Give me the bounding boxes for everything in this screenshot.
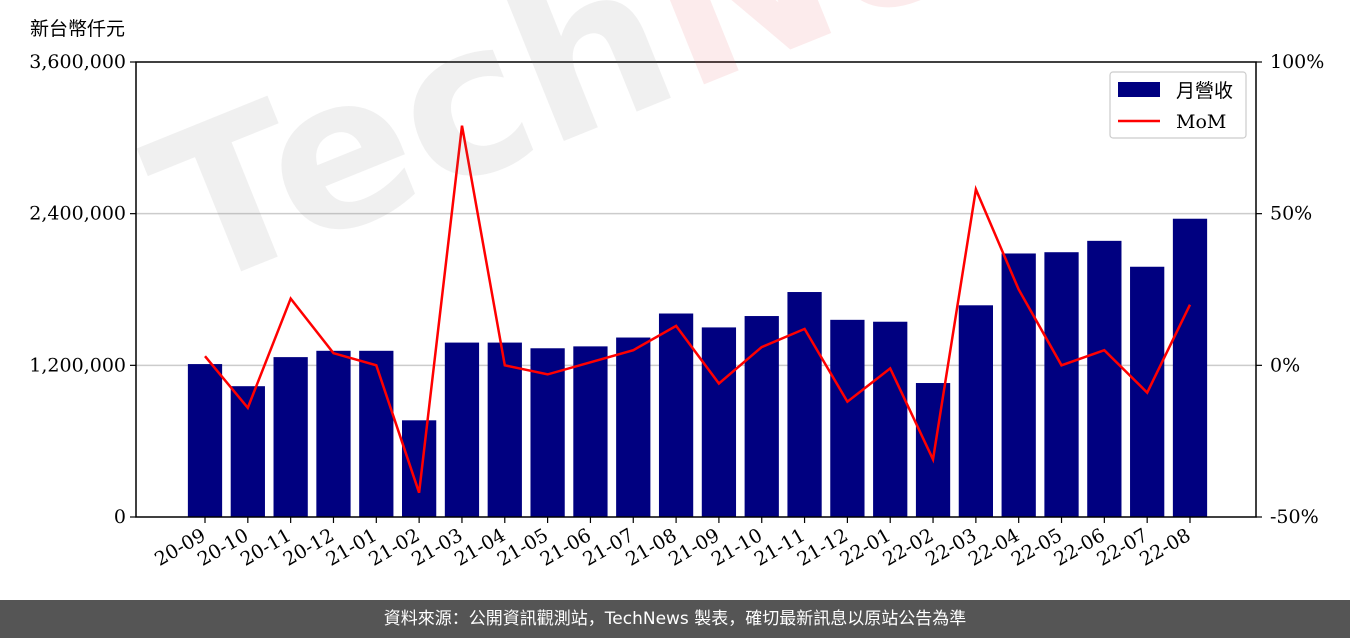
chart-svg: 0 1,200,000 2,400,000 3,600,000 -50% 0% 50% 100… [29, 51, 1324, 571]
y-tick-label-right: 0% [1270, 354, 1300, 376]
bar [1172, 218, 1208, 517]
y-tick-label-left: 2,400,000 [29, 203, 126, 225]
series-line-mom [204, 125, 1192, 494]
bar [701, 327, 737, 517]
bar [873, 321, 908, 517]
plot-frame [135, 61, 1257, 518]
bar [487, 342, 522, 517]
legend-label-line: MoM [1176, 111, 1226, 133]
y-tick-label-left: 1,200,000 [29, 354, 126, 376]
chart: 0 1,200,000 2,400,000 3,600,000 -50% 0% 50% 100… [29, 51, 1324, 571]
bar [402, 420, 437, 517]
legend-swatch-bar [1118, 82, 1160, 97]
y-axis-unit-label: 新台幣仟元 [30, 18, 126, 40]
bar [573, 346, 608, 517]
bar [187, 364, 223, 517]
bar [444, 342, 480, 517]
bar [915, 383, 951, 517]
bar [359, 350, 394, 517]
bar [530, 348, 565, 517]
y-tick-label-right: -50% [1270, 506, 1319, 528]
source-footer: 資料來源：公開資訊觀測站，TechNews 製表，確切最新訊息以原站公告為準 [0, 600, 1350, 638]
bar [273, 357, 308, 517]
y-tick-label-right: 100% [1270, 51, 1324, 73]
x-tick-label: 22-08 [1136, 524, 1194, 570]
bar [787, 292, 822, 517]
bar [316, 350, 351, 517]
bar [1044, 252, 1079, 517]
legend-label-bar: 月營收 [1176, 80, 1233, 102]
bar [1001, 253, 1036, 517]
bar [616, 337, 651, 517]
y-tick-label-right: 50% [1270, 203, 1312, 225]
bar [658, 313, 694, 517]
bar [1087, 240, 1122, 517]
y-tick-label-left: 3,600,000 [29, 51, 126, 73]
bar [744, 316, 779, 517]
y-tick-label-left: 0 [114, 506, 126, 528]
bar [830, 319, 865, 517]
bar [958, 305, 993, 517]
